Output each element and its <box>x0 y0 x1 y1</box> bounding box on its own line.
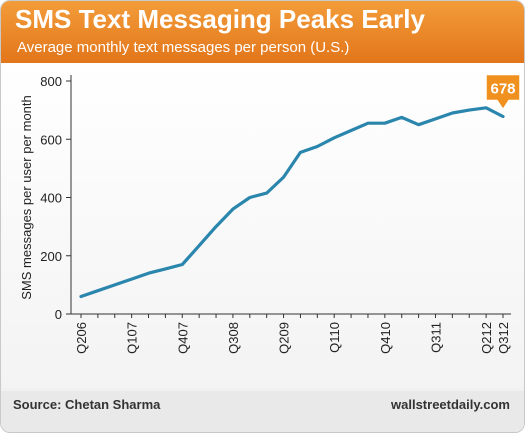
y-tick-label: 800 <box>40 74 62 89</box>
data-point <box>248 196 251 199</box>
data-point <box>79 295 83 298</box>
x-tick-label: Q110 <box>327 322 342 353</box>
data-point <box>316 145 319 148</box>
data-point <box>299 151 302 154</box>
callout-label: 678 <box>490 81 515 98</box>
data-point <box>265 191 268 195</box>
data-point <box>214 225 218 228</box>
data-point <box>282 175 285 179</box>
data-point <box>333 136 336 139</box>
data-point <box>417 123 420 126</box>
data-point <box>231 207 235 211</box>
y-tick-label: 400 <box>40 191 62 206</box>
data-point <box>400 116 403 119</box>
data-point <box>366 122 370 125</box>
y-tick-label: 200 <box>40 249 62 264</box>
x-tick-label: Q107 <box>125 322 140 354</box>
series-line <box>79 106 505 299</box>
x-tick-label: Q308 <box>226 322 241 354</box>
data-point <box>501 115 505 118</box>
data-point <box>451 111 454 115</box>
chart-subtitle: Average monthly text messages per person… <box>17 39 350 56</box>
x-tick-label: Q312 <box>496 322 511 354</box>
data-point <box>96 289 100 292</box>
data-point <box>130 277 133 281</box>
data-point <box>113 283 116 287</box>
data-point <box>468 108 471 112</box>
chart-footer: Source: Chetan Sharma wallstreetdaily.co… <box>1 391 524 432</box>
y-tick-label: 0 <box>55 307 62 322</box>
callout-box <box>485 73 521 111</box>
site-credit: wallstreetdaily.com <box>391 397 510 412</box>
x-tick-label: Q311 <box>428 322 443 353</box>
chart-title: SMS Text Messaging Peaks Early <box>15 4 425 34</box>
data-point <box>164 267 167 271</box>
data-point <box>434 117 437 121</box>
data-point <box>147 272 150 275</box>
line-chart: 0 200 400 600 800 SMS messages per user per m… <box>19 73 521 354</box>
data-point <box>349 129 353 132</box>
data-point <box>181 263 184 266</box>
chart-header: SMS Text Messaging Peaks Early Average m… <box>1 1 524 63</box>
x-tick-label: Q212 <box>479 322 494 354</box>
data-point <box>383 122 387 125</box>
data-point <box>484 106 488 109</box>
x-tick-label: Q407 <box>175 322 190 354</box>
y-tick-label: 600 <box>40 132 62 147</box>
data-point <box>197 244 201 247</box>
source-credit: Source: Chetan Sharma <box>13 397 161 412</box>
x-tick-label: Q209 <box>277 322 292 354</box>
y-axis-title: SMS messages per user per month <box>19 95 34 299</box>
x-tick-label: Q206 <box>74 322 89 354</box>
x-tick-label: Q410 <box>378 322 393 354</box>
